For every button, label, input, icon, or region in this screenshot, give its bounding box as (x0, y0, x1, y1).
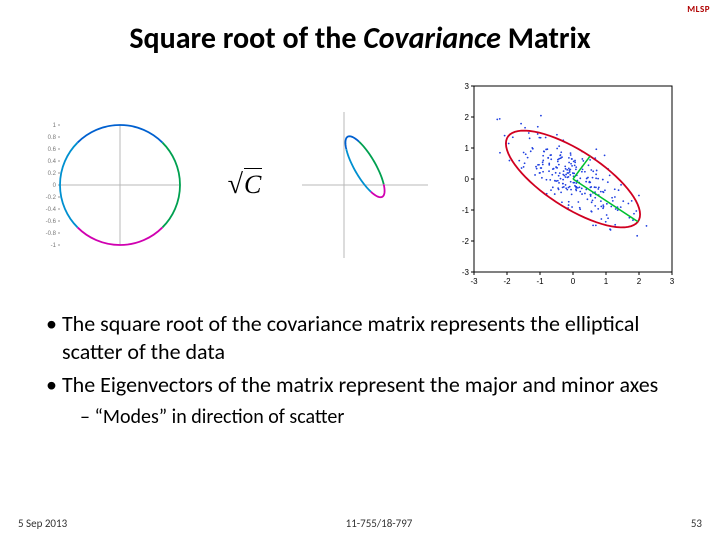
svg-text:1: 1 (53, 123, 57, 129)
footer-slide-no: 53 (691, 517, 702, 530)
svg-text:0.8: 0.8 (48, 135, 57, 141)
title-italic: Covariance (363, 20, 501, 57)
title-post: Matrix (501, 20, 591, 57)
figure-scatter: -3 -2 -1 0 1 2 3 -3 -2 -1 0 1 2 3 (450, 80, 680, 290)
svg-text:-1: -1 (51, 243, 57, 249)
svg-text:0.6: 0.6 (48, 147, 57, 153)
svg-text:-1: -1 (462, 206, 470, 215)
svg-text:-0.6: -0.6 (46, 219, 57, 225)
svg-text:-0.2: -0.2 (46, 195, 57, 201)
bullet-1: The square root of the covariance matrix… (40, 310, 680, 365)
svg-text:-2: -2 (462, 237, 470, 246)
svg-text:0.4: 0.4 (48, 159, 57, 165)
svg-text:0: 0 (53, 183, 57, 189)
bullet-2: The Eigenvectors of the matrix represent… (40, 371, 680, 399)
slide-footer: 5 Sep 2013 11-755/18-797 53 (18, 517, 702, 530)
svg-text:1: 1 (465, 144, 470, 153)
svg-text:-1: -1 (536, 277, 544, 286)
logo-badge: MLSP (687, 4, 710, 15)
radicand: C (244, 168, 262, 199)
svg-text:0: 0 (465, 175, 470, 184)
svg-text:3: 3 (465, 82, 470, 91)
title-pre: Square root of the (129, 20, 363, 57)
svg-text:-0.4: -0.4 (46, 207, 57, 213)
figure-ellipse (290, 100, 440, 270)
bullet-list: The square root of the covariance matrix… (40, 310, 680, 430)
svg-text:-0.8: -0.8 (46, 231, 57, 237)
svg-text:0: 0 (571, 277, 576, 286)
svg-text:-3: -3 (470, 277, 478, 286)
svg-text:-2: -2 (503, 277, 511, 286)
footer-date: 5 Sep 2013 (18, 517, 67, 530)
svg-text:1: 1 (604, 277, 609, 286)
slide-title: Square root of the Covariance Matrix (40, 20, 680, 57)
figure-row: -1 -0.8 -0.6 -0.4 -0.2 0 0.2 0.4 0.6 0.8 1 √C -3 -2… (40, 80, 680, 290)
svg-text:3: 3 (670, 277, 675, 286)
formula-sqrt-c: √C (210, 169, 280, 201)
svg-text:0.2: 0.2 (48, 171, 57, 177)
bullet-2-1: “Modes” in direction of scatter (40, 405, 680, 430)
svg-text:-3: -3 (462, 268, 470, 277)
footer-course: 11-755/18-797 (346, 517, 413, 530)
svg-text:2: 2 (465, 113, 470, 122)
radical-symbol: √ (228, 169, 244, 200)
figure-unit-circle: -1 -0.8 -0.6 -0.4 -0.2 0 0.2 0.4 0.6 0.8 1 (40, 105, 200, 265)
svg-text:2: 2 (637, 277, 642, 286)
